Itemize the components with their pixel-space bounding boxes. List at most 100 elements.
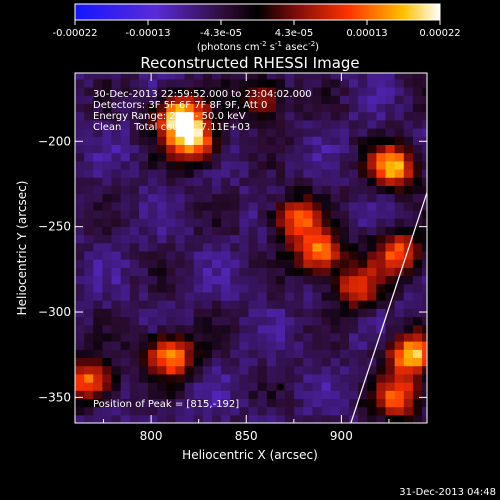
heatmap-cell bbox=[422, 390, 427, 400]
heatmap-cell bbox=[193, 414, 204, 423]
heatmap-cell bbox=[75, 168, 85, 178]
heatmap-cell bbox=[157, 160, 167, 170]
heatmap-cell bbox=[330, 316, 341, 326]
heatmap-cell bbox=[266, 365, 277, 375]
heatmap-cell bbox=[211, 168, 222, 178]
heatmap-cell bbox=[285, 226, 295, 236]
heatmap-cell bbox=[120, 136, 131, 145]
heatmap-cell bbox=[211, 357, 222, 367]
heatmap-cell bbox=[230, 168, 240, 178]
heatmap-cell bbox=[93, 144, 103, 154]
heatmap-cell bbox=[157, 250, 167, 260]
heatmap-cell bbox=[321, 119, 332, 129]
heatmap-cell bbox=[239, 308, 250, 318]
heatmap-cell bbox=[221, 291, 231, 301]
heatmap-cell bbox=[339, 136, 350, 145]
heatmap-cell bbox=[376, 259, 387, 268]
heatmap-cell bbox=[129, 127, 140, 137]
heatmap-cell bbox=[303, 87, 314, 96]
heatmap-cell bbox=[129, 73, 140, 80]
heatmap-cell bbox=[285, 136, 295, 145]
heatmap-cell bbox=[148, 144, 158, 154]
heatmap-cell bbox=[129, 398, 140, 408]
heatmap-cell bbox=[403, 316, 414, 326]
heatmap-cell bbox=[257, 160, 268, 170]
heatmap-cell bbox=[321, 87, 332, 96]
heatmap-cell bbox=[175, 390, 186, 400]
heatmap-cell bbox=[303, 390, 314, 400]
heatmap-cell bbox=[294, 177, 304, 186]
heatmap-cell bbox=[157, 87, 167, 96]
heatmap-cell bbox=[202, 332, 213, 342]
heatmap-cell bbox=[376, 283, 387, 293]
heatmap-cell bbox=[330, 373, 341, 383]
heatmap-cell bbox=[120, 300, 131, 309]
heatmap-cell bbox=[275, 226, 286, 236]
heatmap-cell bbox=[184, 152, 195, 162]
heatmap-cell bbox=[138, 275, 149, 285]
heatmap-cell bbox=[166, 87, 177, 96]
heatmap-cell bbox=[102, 193, 113, 203]
heatmap-cell bbox=[285, 324, 295, 334]
heatmap-cell bbox=[248, 185, 259, 195]
heatmap-cell bbox=[84, 103, 94, 113]
heatmap-cell bbox=[239, 398, 250, 408]
heatmap-cell bbox=[193, 218, 204, 227]
heatmap-cell bbox=[422, 324, 427, 334]
heatmap-cell bbox=[120, 234, 131, 244]
heatmap-cell bbox=[412, 300, 423, 309]
heatmap-cell bbox=[358, 341, 368, 350]
heatmap-cell bbox=[93, 398, 103, 408]
heatmap-cell bbox=[211, 382, 222, 391]
heatmap-cell bbox=[285, 185, 295, 195]
heatmap-cell bbox=[403, 275, 414, 285]
heatmap-cell bbox=[422, 111, 427, 121]
heatmap-cell bbox=[75, 250, 85, 260]
heatmap-cell bbox=[303, 308, 314, 318]
heatmap-cell bbox=[75, 209, 85, 219]
heatmap-cell bbox=[75, 119, 85, 129]
heatmap-cell bbox=[111, 373, 122, 383]
heatmap-cell bbox=[367, 300, 377, 309]
heatmap-cell bbox=[376, 111, 387, 121]
heatmap-cell bbox=[129, 136, 140, 145]
heatmap-cell bbox=[257, 193, 268, 203]
heatmap-cell bbox=[102, 95, 113, 104]
heatmap-cell bbox=[138, 95, 149, 104]
heatmap-cell bbox=[157, 144, 167, 154]
heatmap-cell bbox=[385, 250, 396, 260]
heatmap-cell bbox=[102, 283, 113, 293]
heatmap-cell bbox=[175, 283, 186, 293]
heatmap-cell bbox=[412, 250, 423, 260]
heatmap-cell bbox=[330, 414, 341, 423]
heatmap-cell bbox=[348, 160, 359, 170]
heatmap-cell bbox=[75, 308, 85, 318]
heatmap-cell bbox=[367, 193, 377, 203]
heatmap-cell bbox=[202, 300, 213, 309]
heatmap-cell bbox=[239, 373, 250, 383]
heatmap-cell bbox=[93, 324, 103, 334]
heatmap-cell bbox=[403, 341, 414, 350]
heatmap-cell bbox=[148, 185, 158, 195]
heatmap-cell bbox=[339, 283, 350, 293]
heatmap-cell bbox=[330, 349, 341, 359]
heatmap-cell bbox=[120, 73, 131, 80]
heatmap-cell bbox=[367, 341, 377, 350]
heatmap-cell bbox=[221, 365, 231, 375]
heatmap-cell bbox=[129, 365, 140, 375]
heatmap-cell bbox=[138, 357, 149, 367]
heatmap-cell bbox=[394, 103, 405, 113]
heatmap-cell bbox=[376, 316, 387, 326]
heatmap-cell bbox=[348, 78, 359, 88]
heatmap-cell bbox=[412, 234, 423, 244]
heatmap-cell bbox=[358, 177, 368, 186]
heatmap-cell bbox=[367, 103, 377, 113]
heatmap-cell bbox=[321, 209, 332, 219]
heatmap-cell bbox=[184, 87, 195, 96]
heatmap-cell bbox=[403, 168, 414, 178]
heatmap-cell bbox=[339, 242, 350, 252]
heatmap-cell bbox=[184, 242, 195, 252]
heatmap-cell bbox=[193, 332, 204, 342]
heatmap-cell bbox=[175, 242, 186, 252]
